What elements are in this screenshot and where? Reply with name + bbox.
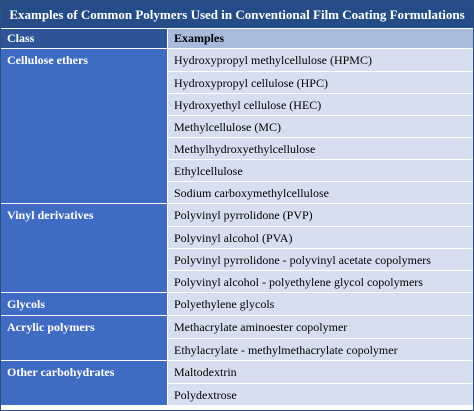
table-group-acrylic-polymers: Acrylic polymers Methacrylate aminoester… [1,315,473,360]
example-cell: Methacrylate aminoester copolymer [168,316,473,338]
class-column-header: Class [1,29,168,48]
examples-list: Polyvinyl pyrrolidone (PVP) Polyvinyl al… [168,204,473,292]
examples-list: Polyethylene glycols [168,293,473,315]
table-header-row: Class Examples [1,29,473,48]
table-group-cellulose-ethers: Cellulose ethers Hydroxypropyl methylcel… [1,48,473,203]
example-cell: Methylcellulose (MC) [168,115,473,137]
examples-column-header: Examples [168,29,473,48]
example-cell: Hydroxypropyl methylcellulose (HPMC) [168,49,473,71]
table-group-glycols: Glycols Polyethylene glycols [1,292,473,315]
class-cell: Glycols [1,293,168,315]
examples-list: Hydroxypropyl methylcellulose (HPMC) Hyd… [168,49,473,203]
examples-list: Methacrylate aminoester copolymer Ethyla… [168,316,473,360]
example-cell: Polyethylene glycols [168,293,473,315]
example-cell: Polyvinyl alcohol (PVA) [168,226,473,248]
table-title: Examples of Common Polymers Used in Conv… [1,1,473,29]
examples-list: Maltodextrin Polydextrose [168,361,473,405]
example-cell: Hydroxyethyl cellulose (HEC) [168,93,473,115]
example-cell: Ethylacrylate - methylmethacrylate copol… [168,338,473,360]
example-cell: Sodium carboxymethylcellulose [168,181,473,203]
example-cell: Polyvinyl alcohol - polyethylene glycol … [168,270,473,292]
class-cell: Vinyl derivatives [1,204,168,292]
class-cell: Other carbohydrates [1,361,168,405]
example-cell: Polydextrose [168,383,473,405]
example-cell: Polyvinyl pyrrolidone (PVP) [168,204,473,226]
example-cell: Polyvinyl pyrrolidone - polyvinyl acetat… [168,248,473,270]
example-cell: Hydroxypropyl cellulose (HPC) [168,71,473,93]
example-cell: Maltodextrin [168,361,473,383]
example-cell: Methylhydroxyethylcellulose [168,137,473,159]
example-cell: Ethylcellulose [168,159,473,181]
class-cell: Acrylic polymers [1,316,168,360]
class-cell: Cellulose ethers [1,49,168,203]
table-group-other-carbohydrates: Other carbohydrates Maltodextrin Polydex… [1,360,473,405]
table-group-vinyl-derivatives: Vinyl derivatives Polyvinyl pyrrolidone … [1,203,473,292]
